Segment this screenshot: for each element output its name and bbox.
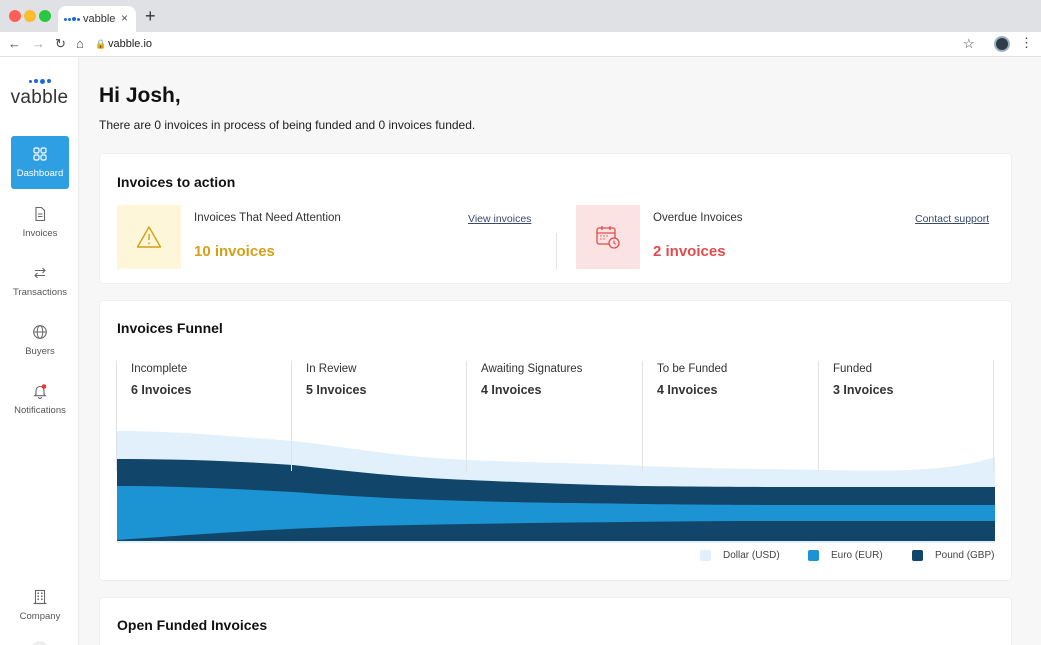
overdue-icon-box <box>576 205 640 269</box>
sidebar-item-label: Buyers <box>25 346 55 357</box>
lock-icon: 🔒 <box>95 39 107 49</box>
legend-label: Pound (GBP) <box>935 550 995 561</box>
overdue-count: 2 invoices <box>653 243 726 260</box>
open-funded-invoices-card: Open Funded Invoices <box>99 597 1012 645</box>
invoices-funnel-card: Invoices Funnel Incomplete 6 Invoices In… <box>99 300 1012 581</box>
tab-title: vabble <box>83 13 116 25</box>
calendar-clock-icon <box>596 226 620 249</box>
sidebar: vabble Dashboard Invoices Transactions <box>0 57 79 645</box>
attention-label: Invoices That Need Attention <box>194 212 341 224</box>
stage-count: 3 Invoices <box>833 383 894 397</box>
funnel-chart <box>117 431 995 543</box>
legend-eur: Euro (EUR) <box>808 550 883 561</box>
sidebar-item-label: Company <box>19 611 61 622</box>
forward-arrow-icon[interactable]: → <box>32 36 45 51</box>
user-avatar[interactable] <box>31 641 48 645</box>
browser-toolbar: ← → ↻ ⌂ 🔒 vabble.io ☆ ⋮ <box>0 32 1041 57</box>
funding-summary: There are 0 invoices in process of being… <box>99 118 476 132</box>
stage-count: 4 Invoices <box>481 383 542 397</box>
sidebar-item-buyers[interactable]: Buyers <box>11 314 69 367</box>
stage-count: 4 Invoices <box>657 383 718 397</box>
new-tab-button[interactable]: + <box>145 6 156 26</box>
stage-label: In Review <box>306 363 357 375</box>
card-title: Invoices Funnel <box>117 320 223 336</box>
home-icon[interactable]: ⌂ <box>76 36 84 51</box>
sidebar-item-label: Dashboard <box>16 168 64 179</box>
stage-label: To be Funded <box>657 363 728 375</box>
browser-menu-icon[interactable]: ⋮ <box>1020 35 1033 50</box>
overdue-label: Overdue Invoices <box>653 212 743 224</box>
sidebar-item-notifications[interactable]: Notifications <box>11 373 69 426</box>
building-icon <box>33 589 47 605</box>
legend-swatch <box>700 550 711 561</box>
sidebar-item-transactions[interactable]: Transactions <box>11 255 69 308</box>
vabble-favicon-icon <box>64 17 80 21</box>
invoices-to-action-card: Invoices to action Invoices That Need At… <box>99 153 1012 284</box>
dashboard-icon <box>33 147 47 161</box>
attention-count: 10 invoices <box>194 243 275 260</box>
transfer-arrows-icon <box>34 267 46 279</box>
tab-close-icon[interactable]: × <box>120 11 128 25</box>
maximize-window-button[interactable] <box>39 10 51 22</box>
warning-icon <box>136 226 162 248</box>
legend-swatch <box>912 550 923 561</box>
sidebar-item-label: Transactions <box>12 287 68 298</box>
page-greeting: Hi Josh, <box>99 84 181 107</box>
stage-divider <box>642 361 643 471</box>
reload-icon[interactable]: ↻ <box>55 36 66 51</box>
brand-logo[interactable]: vabble <box>0 77 79 109</box>
view-invoices-link[interactable]: View invoices <box>468 213 532 225</box>
legend-gbp: Pound (GBP) <box>912 550 994 561</box>
legend-usd: Dollar (USD) <box>700 550 780 561</box>
minimize-window-button[interactable] <box>24 10 36 22</box>
stage-divider <box>466 361 467 471</box>
contact-support-link[interactable]: Contact support <box>915 213 990 225</box>
back-arrow-icon[interactable]: ← <box>8 36 21 51</box>
sidebar-item-dashboard[interactable]: Dashboard <box>11 136 69 189</box>
card-title: Open Funded Invoices <box>117 617 268 633</box>
document-icon <box>35 206 46 222</box>
stage-count: 6 Invoices <box>131 383 192 397</box>
card-divider <box>556 233 557 270</box>
sidebar-item-company[interactable]: Company <box>11 579 69 632</box>
attention-icon-box <box>117 205 181 269</box>
legend-swatch <box>808 550 819 561</box>
stage-label: Awaiting Signatures <box>481 363 583 375</box>
card-title: Invoices to action <box>117 174 236 190</box>
legend-label: Euro (EUR) <box>831 550 883 561</box>
stage-divider <box>993 361 994 471</box>
eur-area <box>117 486 995 540</box>
bell-icon <box>33 384 47 399</box>
address-bar-url[interactable]: vabble.io <box>108 38 153 50</box>
stage-divider <box>818 361 819 471</box>
stage-label: Incomplete <box>131 363 188 375</box>
sidebar-item-invoices[interactable]: Invoices <box>11 196 69 249</box>
globe-icon <box>33 325 47 339</box>
bookmark-star-icon[interactable]: ☆ <box>963 36 975 51</box>
browser-tab[interactable]: vabble × <box>58 6 136 32</box>
close-window-button[interactable] <box>9 10 21 22</box>
sidebar-item-label: Invoices <box>22 228 58 239</box>
stage-label: Funded <box>833 363 873 375</box>
stage-divider <box>291 361 292 471</box>
sidebar-item-label: Notifications <box>14 405 66 416</box>
vabble-logo-icon <box>0 77 79 85</box>
legend-label: Dollar (USD) <box>723 550 780 561</box>
stage-count: 5 Invoices <box>306 383 367 397</box>
profile-avatar[interactable] <box>994 36 1010 52</box>
stage-divider <box>116 361 117 471</box>
browser-titlebar: vabble × + <box>0 0 1041 32</box>
brand-name: vabble <box>10 87 69 108</box>
